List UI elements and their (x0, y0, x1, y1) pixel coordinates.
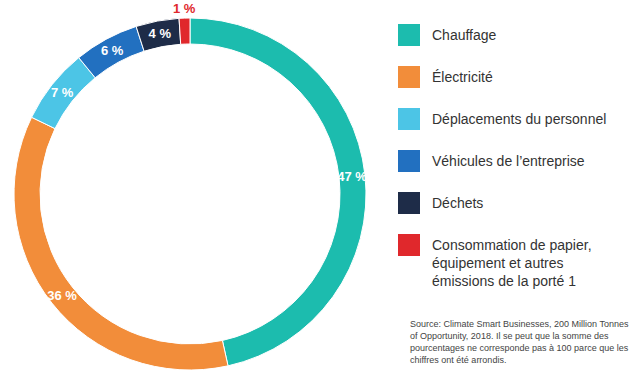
html-text:Source: Climate Smart Business: Source: Climate Smart Businesses, 200 Mi… (410, 319, 629, 365)
html-text:Déchets: Déchets (432, 195, 484, 211)
svg-text:7 %: 7 % (51, 85, 74, 100)
svg-text:1 %: 1 % (173, 1, 196, 16)
html-text:Consommation de papier, équipe: Consommation de papier, équipement et au… (432, 237, 592, 289)
svg-text:47 %: 47 % (337, 169, 367, 184)
html-text:Électricité: Électricité (432, 69, 493, 85)
svg-text:6 %: 6 % (101, 43, 124, 58)
html-text:Déplacements du personnel: Déplacements du personnel (432, 111, 607, 127)
html-text:Chauffage: Chauffage (432, 27, 497, 43)
html-text:Véhicules de l’entreprise: Véhicules de l’entreprise (432, 153, 585, 169)
svg-text:4 %: 4 % (149, 26, 172, 41)
svg-text:36 %: 36 % (47, 288, 77, 303)
